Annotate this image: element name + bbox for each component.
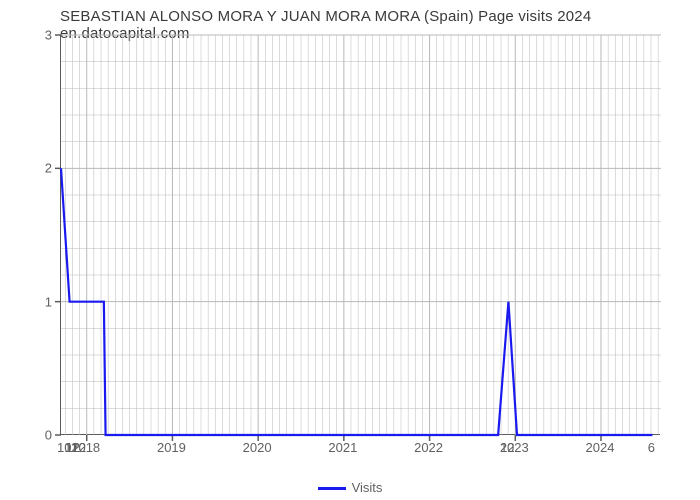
legend-swatch [318, 487, 346, 490]
x-extra-label: 12 [72, 440, 86, 455]
legend-label: Visits [352, 480, 383, 495]
x-tick-label: 2021 [328, 440, 357, 455]
x-extra-label: 12 [500, 440, 514, 455]
chart-container: { "title": "SEBASTIAN ALONSO MORA Y JUAN… [0, 0, 700, 500]
y-tick-label: 3 [22, 28, 52, 43]
legend: Visits [0, 480, 700, 495]
x-tick-label: 2022 [414, 440, 443, 455]
x-tick-label: 2019 [157, 440, 186, 455]
chart-svg [61, 35, 661, 435]
x-extra-label: 6 [648, 440, 655, 455]
y-tick-label: 0 [22, 428, 52, 443]
y-tick-label: 2 [22, 161, 52, 176]
x-tick-label: 2024 [586, 440, 615, 455]
plot-area [60, 35, 660, 435]
y-tick-label: 1 [22, 294, 52, 309]
x-tick-label: 2020 [243, 440, 272, 455]
